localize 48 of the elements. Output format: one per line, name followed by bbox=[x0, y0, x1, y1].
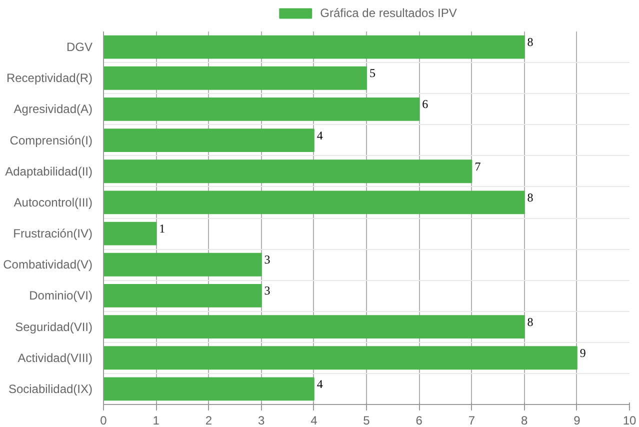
y-tick-label: Comprensión(I) bbox=[10, 133, 93, 148]
x-tick-label: 4 bbox=[310, 414, 318, 427]
y-tick-label: Seguridad(VII) bbox=[15, 320, 93, 334]
data-label: 9 bbox=[580, 346, 586, 360]
y-tick-label: Sociabilidad(IX) bbox=[8, 382, 93, 396]
x-tick-label: 0 bbox=[100, 414, 108, 427]
bar bbox=[104, 128, 314, 152]
bar bbox=[104, 346, 578, 370]
y-tick-label: Combatividad(V) bbox=[3, 258, 93, 272]
y-tick-label: Frustración(IV) bbox=[13, 226, 93, 241]
data-label: 5 bbox=[370, 66, 376, 80]
x-tick-label: 9 bbox=[574, 414, 581, 427]
data-label: 8 bbox=[527, 190, 534, 204]
bar bbox=[104, 190, 525, 214]
data-label: 8 bbox=[527, 35, 534, 50]
bar bbox=[104, 98, 420, 121]
bar bbox=[104, 222, 157, 246]
x-tick-label: 2 bbox=[205, 414, 212, 427]
bar bbox=[104, 252, 262, 276]
y-tick-label: Agresividad(A) bbox=[14, 102, 93, 116]
bar bbox=[104, 284, 262, 308]
x-tick-label: 7 bbox=[468, 414, 476, 427]
data-label: 3 bbox=[264, 284, 270, 298]
y-tick-label: Autocontrol(III) bbox=[14, 195, 93, 210]
x-tick-label: 3 bbox=[258, 414, 265, 427]
x-tick-label: 1 bbox=[152, 414, 160, 427]
bar bbox=[104, 377, 314, 401]
data-label: 1 bbox=[159, 222, 166, 236]
y-tick-label: Actividad(VIII) bbox=[18, 350, 93, 365]
bar bbox=[104, 315, 525, 338]
x-tick-label: 10 bbox=[622, 414, 636, 427]
data-label: 7 bbox=[474, 159, 481, 174]
legend-label: Gráfica de resultados IPV bbox=[320, 6, 457, 20]
y-tick-label: Receptividad(R) bbox=[6, 71, 93, 86]
y-tick-label: Dominio(VI) bbox=[29, 288, 93, 303]
y-tick-label: DGV bbox=[66, 40, 93, 54]
bar bbox=[104, 66, 367, 90]
x-tick-label: 5 bbox=[363, 414, 370, 427]
x-tick-label: 6 bbox=[416, 414, 423, 427]
x-tick-label: 8 bbox=[520, 414, 528, 427]
bar bbox=[104, 160, 472, 184]
data-label: 4 bbox=[316, 376, 323, 391]
data-label: 4 bbox=[316, 128, 323, 142]
data-label: 8 bbox=[527, 314, 534, 329]
y-tick-label: Adaptabilidad(II) bbox=[5, 164, 93, 178]
data-label: 3 bbox=[264, 252, 270, 267]
data-label: 6 bbox=[422, 97, 428, 112]
bar bbox=[104, 35, 525, 59]
